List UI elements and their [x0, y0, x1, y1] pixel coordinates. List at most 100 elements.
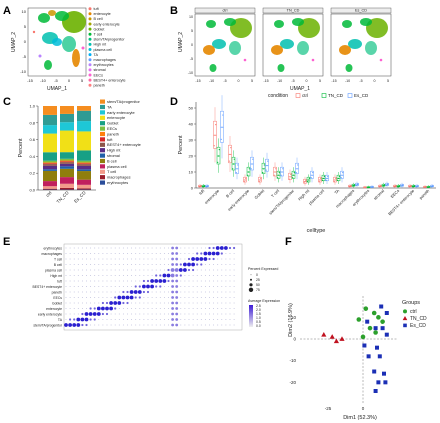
panel-e-dot: [188, 280, 190, 282]
panel-f-ytick: -20: [289, 380, 296, 385]
size-legend-title: Percent Expressed: [248, 267, 278, 271]
panel-c-bar-segment: [77, 110, 91, 122]
panel-e-dot: [90, 253, 92, 254]
panel-e-dot: [131, 319, 133, 320]
panel-f-point-es-cd: [372, 369, 377, 374]
panel-c-bar-segment: [43, 162, 57, 164]
panel-e-dot: [77, 302, 79, 304]
panel-c-bar-segment: [77, 162, 91, 164]
panel-e-dot: [81, 286, 83, 287]
panel-e-dot: [110, 275, 112, 276]
panel-a-xlabel: UMAP_1: [47, 86, 67, 92]
panel-e-dot: [110, 313, 112, 315]
panel-e-dot: [225, 258, 227, 260]
panel-c-legend-label: T cell: [107, 169, 116, 174]
panel-d-point: [251, 163, 253, 165]
panel-e-dot: [86, 308, 87, 309]
panel-e-dot: [93, 318, 96, 321]
panel-e-dot: [225, 280, 227, 282]
panel-f-ylabel: Dim2 (16.9%): [288, 303, 294, 337]
panel-d-point: [325, 179, 327, 181]
panel-e-dot: [162, 279, 167, 283]
panel-e-row-label: macrophages: [41, 252, 62, 256]
panel-e-dot: [187, 262, 191, 267]
panel-e-dot: [86, 258, 87, 260]
panel-e-dot: [131, 308, 133, 309]
panel-e-dot: [229, 269, 231, 271]
panel-d-point: [296, 168, 298, 170]
panel-e-dot: [77, 286, 79, 287]
panel-d-point: [342, 172, 344, 174]
panel-a-ytick: -10: [20, 69, 27, 74]
panel-e-dot: [147, 297, 149, 298]
panel-f-legend-swatch: [403, 323, 407, 328]
panel-d-point: [273, 174, 275, 176]
panel-e-dot: [209, 291, 210, 293]
panel-f-point-ctrl: [380, 319, 385, 324]
panel-e-dot: [147, 308, 149, 309]
panel-e-dot: [106, 275, 108, 276]
panel-e-dot: [229, 308, 231, 309]
panel-e-dot: [94, 280, 96, 282]
panel-e-dot: [102, 324, 104, 326]
panel-e-dot: [69, 258, 71, 260]
panel-e-row-label: early enterocyte: [38, 312, 62, 316]
panel-e-dot: [212, 257, 215, 261]
panel-e-dot: [200, 286, 202, 287]
panel-d-point: [335, 177, 337, 179]
panel-d-point: [295, 172, 297, 174]
panel-e-dot: [90, 297, 92, 298]
panel-d-boxes: [198, 95, 434, 189]
panel-d-point: [248, 168, 250, 170]
panel-e-dot: [96, 306, 101, 311]
panel-e-dot: [65, 280, 67, 282]
panel-e-dot: [175, 252, 179, 255]
panel-e-dot: [110, 269, 112, 271]
panel-d-point: [333, 181, 335, 183]
panel-d-point: [232, 163, 235, 165]
panel-e-dot: [175, 296, 179, 299]
panel-e-dot: [131, 286, 133, 287]
panel-e-dot: [192, 247, 194, 249]
panel-d-point: [229, 153, 231, 155]
panel-c-bar-segment: [60, 122, 74, 131]
panel-e-dot: [221, 324, 223, 326]
panel-f-point-tn-cd: [329, 334, 335, 339]
panel-e-dot: [196, 286, 198, 287]
panel-d-point: [386, 184, 388, 186]
panel-e-dot: [114, 291, 116, 293]
panel-e-dot: [229, 286, 231, 287]
panel-e-dot: [81, 264, 83, 265]
panel-e-dot: [217, 308, 219, 309]
panel-d-point: [247, 174, 249, 176]
panel-e-dot: [96, 312, 101, 316]
color-legend-label: 2.5: [256, 304, 261, 308]
panel-e-dot: [65, 302, 67, 304]
panel-e-row-label: tuft: [57, 279, 62, 283]
panel-d-point: [395, 185, 397, 187]
panel-d-point: [311, 174, 313, 176]
panel-e-dot: [180, 297, 182, 298]
panel-b-ytick: -10: [188, 71, 193, 75]
panel-e-dot: [147, 269, 149, 271]
panel-d-point: [355, 184, 357, 187]
panel-e-dot: [217, 291, 219, 293]
panel-e-row-label: TA: [58, 318, 63, 322]
panel-e-dot: [155, 313, 157, 315]
panel-c-bar-segment: [60, 152, 74, 159]
panel-b-facet-label: Es_CD: [355, 9, 367, 13]
panel-e-dot: [209, 297, 210, 298]
panel-e-dot: [131, 264, 133, 265]
panel-b-facet-frame: [330, 13, 392, 77]
panel-c-legend-label: early enterocyte: [107, 110, 135, 115]
panel-e-dot: [168, 264, 169, 265]
panel-e-row-label: enterocyte: [46, 307, 62, 311]
panel-letter-a: A: [3, 5, 11, 17]
panel-e-dot: [233, 269, 235, 271]
panel-c-bar-segment: [60, 113, 74, 123]
panel-f-ytick: -10: [289, 358, 296, 363]
panel-c-bar-segment: [77, 160, 91, 163]
panel-e-dot: [162, 273, 167, 278]
panel-a-ytick: 0: [24, 39, 27, 44]
panel-d-point: [245, 177, 247, 179]
